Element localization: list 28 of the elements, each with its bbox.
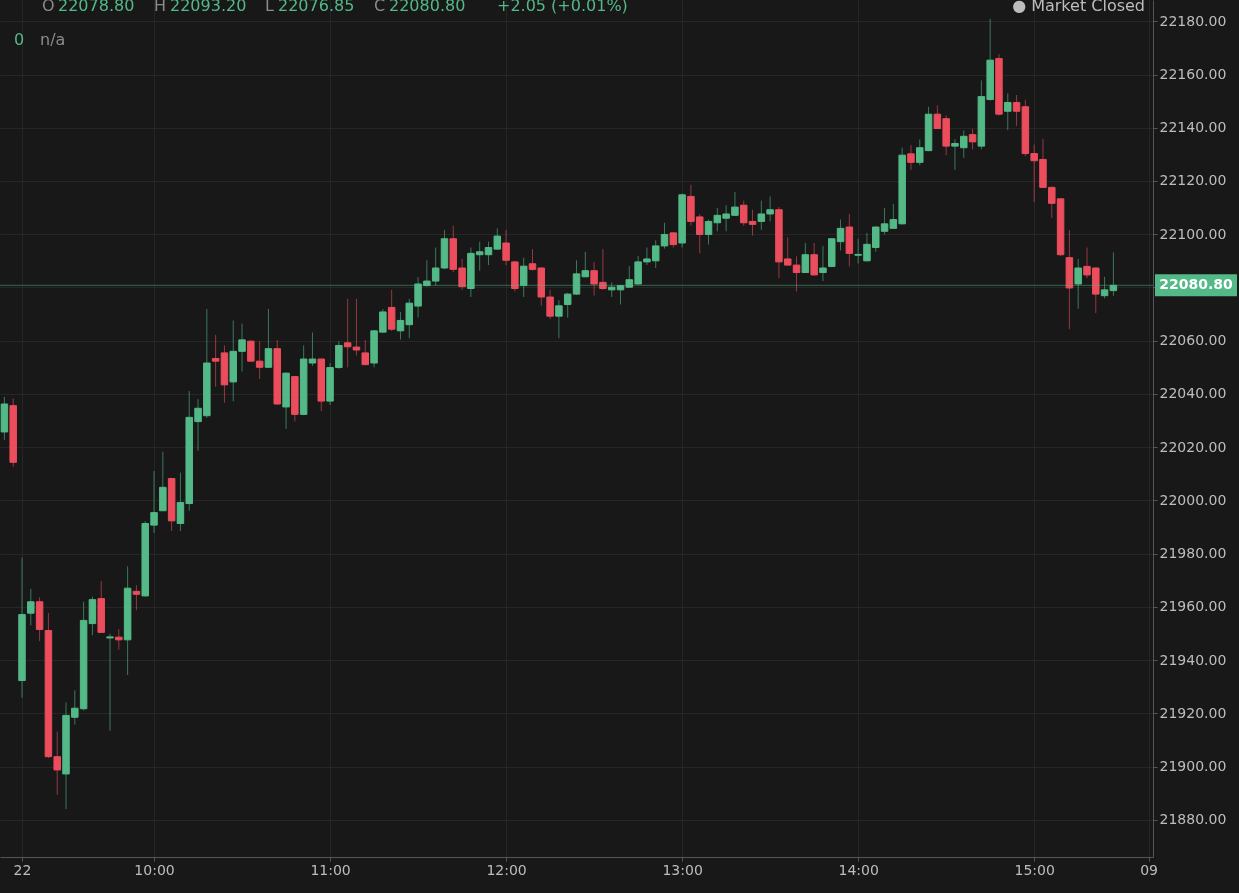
annotation: L	[265, 0, 274, 15]
y-tick-label: 21980.00	[1159, 545, 1227, 562]
x-tick-label: 15:00	[1014, 861, 1055, 878]
y-tick-label: 22100.00	[1159, 225, 1227, 242]
x-tick-label: 12:00	[486, 861, 527, 878]
y-tick-label: 21880.00	[1159, 811, 1227, 828]
x-tick-label: 11:00	[310, 861, 351, 878]
y-tick-label: 22000.00	[1159, 491, 1227, 508]
x-tick-label: 09	[1140, 861, 1159, 878]
annotation: 0	[14, 30, 25, 49]
x-tick-label: 14:00	[838, 861, 879, 878]
y-tick-label: 21920.00	[1159, 704, 1227, 721]
y-tick-label: 22140.00	[1159, 119, 1227, 136]
y-tick-label: 22060.00	[1159, 332, 1227, 349]
x-tick-label: 22	[13, 861, 32, 878]
x-tick-label: 10:00	[134, 861, 175, 878]
y-tick-label: 22160.00	[1159, 66, 1227, 83]
y-tick-label: 21940.00	[1159, 651, 1227, 668]
y-tick-label: 21960.00	[1159, 598, 1227, 615]
y-tick-label: 22040.00	[1159, 385, 1227, 402]
y-tick-label: 22020.00	[1159, 438, 1227, 455]
annotation: H	[154, 0, 167, 15]
y-tick-label: 22120.00	[1159, 172, 1227, 189]
annotation: n/a	[40, 30, 66, 49]
x-tick-label: 13:00	[662, 861, 703, 878]
y-tick-label: 22180.00	[1159, 12, 1227, 29]
ref-line-label: 22080.80	[1159, 276, 1234, 293]
y-tick-label: 21900.00	[1159, 758, 1227, 775]
